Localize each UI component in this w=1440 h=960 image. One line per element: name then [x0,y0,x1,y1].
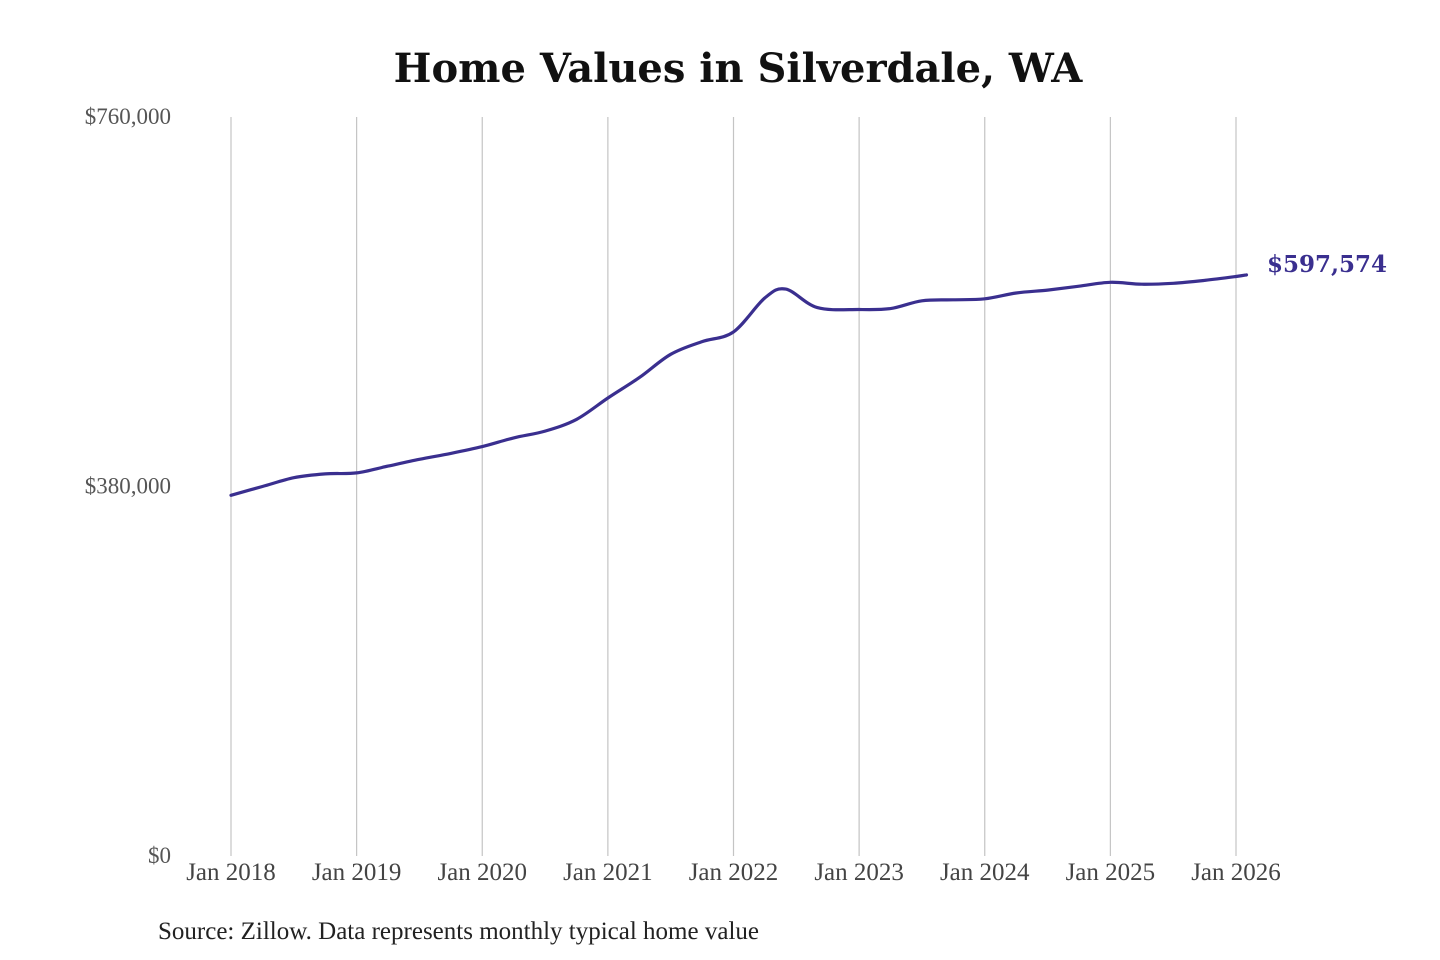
x-tick-label: Jan 2025 [1066,859,1156,886]
x-axis-ticks: Jan 2018 Jan 2019 Jan 2020 Jan 2021 Jan 2022… [186,859,1281,886]
x-tick-label: Jan 2020 [437,859,527,886]
x-tick-label: Jan 2019 [312,859,402,886]
source-note: Source: Zillow. Data represents monthly … [158,918,759,945]
x-tick-label: Jan 2023 [814,859,904,886]
x-tick-label: Jan 2021 [563,859,653,886]
x-tick-label: Jan 2024 [940,859,1030,886]
y-tick-label: $0 [148,843,171,868]
x-tick-label: Jan 2026 [1191,859,1281,886]
y-axis-ticks: $0 $380,000 $760,000 [85,104,171,868]
y-tick-label: $760,000 [85,104,171,129]
y-tick-label: $380,000 [85,474,171,499]
end-value-label: $597,574 [1267,251,1387,278]
grid [230,117,1237,856]
x-tick-label: Jan 2018 [186,859,276,886]
chart-title: Home Values in Silverdale, WA [394,45,1084,92]
x-tick-label: Jan 2022 [689,859,779,886]
series-line [229,273,1249,497]
